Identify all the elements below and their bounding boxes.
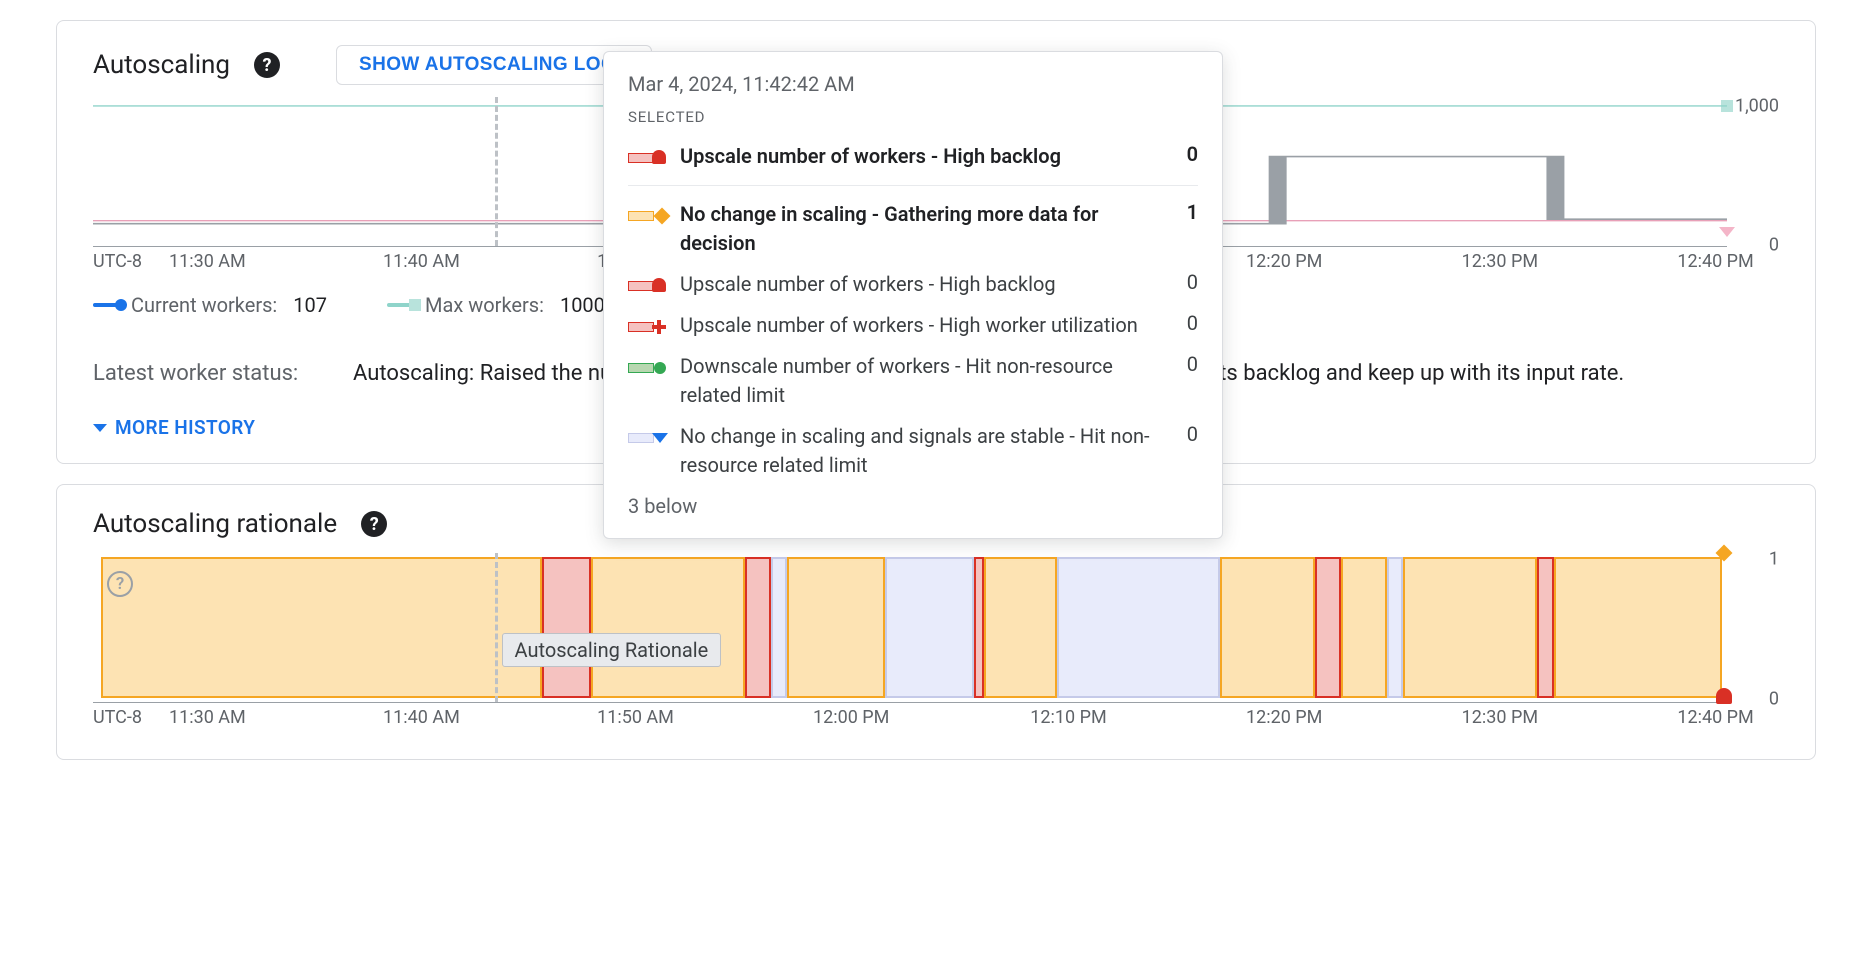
chart-cursor-line xyxy=(495,97,498,246)
popover-row-label: Downscale number of workers - Hit non-re… xyxy=(680,352,1162,410)
rationale-bar xyxy=(1341,557,1387,698)
help-icon[interactable]: ? xyxy=(361,511,387,537)
autoscaling-title: Autoscaling xyxy=(93,50,230,80)
rationale-chart[interactable]: 1 0 ?Autoscaling Rationale xyxy=(93,553,1727,703)
chart-tooltip-popover: Mar 4, 2024, 11:42:42 AM SELECTED Upscal… xyxy=(603,51,1223,539)
legend-current-workers: Current workers: 107 xyxy=(93,293,327,317)
rationale-bar xyxy=(771,557,787,698)
rationale-bar xyxy=(1537,557,1553,698)
status-key: Latest worker status: xyxy=(93,357,313,390)
popover-row-value: 0 xyxy=(1174,352,1198,376)
popover-row: Downscale number of workers - Hit non-re… xyxy=(628,346,1198,416)
rationale-bar xyxy=(1403,557,1537,698)
popover-row: Upscale number of workers - High worker … xyxy=(628,305,1198,346)
x-tick: 12:30 PM xyxy=(1462,707,1538,728)
popover-row-value: 0 xyxy=(1174,270,1198,294)
x-tick: 11:40 AM xyxy=(383,707,460,728)
popover-row-label: Upscale number of workers - High backlog xyxy=(680,270,1162,299)
popover-timestamp: Mar 4, 2024, 11:42:42 AM xyxy=(628,72,1198,96)
x-tick: 12:20 PM xyxy=(1246,251,1322,272)
x-tick: 12:40 PM xyxy=(1677,707,1753,728)
upscale-backlog-icon xyxy=(628,144,668,168)
bell-marker-icon xyxy=(1716,688,1732,704)
popover-row-value: 0 xyxy=(1174,422,1198,446)
popover-row-value: 0 xyxy=(1174,142,1198,166)
popover-footer: 3 below xyxy=(628,494,1198,518)
rationale-bar xyxy=(1387,557,1403,698)
x-tick: 11:40 AM xyxy=(383,251,460,272)
x-tick: 11:50 AM xyxy=(597,707,674,728)
rationale-bar xyxy=(1554,557,1722,698)
rationale-bar xyxy=(745,557,771,698)
y-min-label: 0 xyxy=(1769,234,1779,255)
popover-row-value: 0 xyxy=(1174,311,1198,335)
popover-row: Upscale number of workers - High backlog… xyxy=(628,264,1198,305)
popover-row-value: 1 xyxy=(1174,200,1198,224)
downscale-limit-icon xyxy=(628,354,668,378)
help-icon[interactable]: ? xyxy=(254,52,280,78)
x-tick: 12:30 PM xyxy=(1462,251,1538,272)
more-history-button[interactable]: MORE HISTORY xyxy=(93,416,255,439)
upscale-backlog-icon xyxy=(628,272,668,296)
upscale-utilization-icon xyxy=(628,313,668,337)
chart-cursor-line xyxy=(495,553,498,702)
rationale-bar xyxy=(787,557,885,698)
x-tick: 12:10 PM xyxy=(1030,707,1106,728)
rationale-bar xyxy=(542,557,591,698)
x-tick: 12:40 PM xyxy=(1677,251,1753,272)
rationale-bar xyxy=(984,557,1058,698)
x-tick: 11:30 AM xyxy=(169,251,246,272)
popover-divider xyxy=(628,185,1198,186)
popover-selected-label: SELECTED xyxy=(628,108,1198,126)
x-tick: 12:00 PM xyxy=(813,707,889,728)
popover-row: No change in scaling - Gathering more da… xyxy=(628,194,1198,264)
popover-row: Upscale number of workers - High backlog… xyxy=(628,136,1198,177)
popover-row-label: No change in scaling - Gathering more da… xyxy=(680,200,1162,258)
rationale-bar xyxy=(1315,557,1341,698)
no-change-gathering-icon xyxy=(628,202,668,226)
rationale-bar xyxy=(1220,557,1315,698)
x-tick: 12:20 PM xyxy=(1246,707,1322,728)
question-icon[interactable]: ? xyxy=(107,571,133,597)
rationale-bar xyxy=(101,557,542,698)
rationale-y-top-label: 1 xyxy=(1769,548,1779,569)
timezone-label: UTC-8 xyxy=(93,251,142,272)
no-change-stable-icon xyxy=(628,424,668,448)
legend-max-workers: Max workers: 1000 xyxy=(387,293,605,317)
popover-row-label: No change in scaling and signals are sta… xyxy=(680,422,1162,480)
autoscaling-card: Autoscaling ? SHOW AUTOSCALING LOGS 1,00… xyxy=(56,20,1816,464)
rationale-bar xyxy=(1057,557,1220,698)
x-tick: 11:30 AM xyxy=(169,707,246,728)
popover-row: No change in scaling and signals are sta… xyxy=(628,416,1198,486)
rationale-x-axis: UTC-8 11:30 AM 11:40 AM 11:50 AM 12:00 PM 12… xyxy=(93,707,1727,743)
rationale-title: Autoscaling rationale xyxy=(93,509,337,539)
timezone-label: UTC-8 xyxy=(93,707,142,728)
popover-row-label: Upscale number of workers - High worker … xyxy=(680,311,1162,340)
rationale-y-bot-label: 0 xyxy=(1769,689,1779,710)
y-max-label: 1,000 xyxy=(1735,95,1779,116)
rationale-tag: Autoscaling Rationale xyxy=(502,633,722,667)
rationale-bar xyxy=(591,557,745,698)
rationale-bar xyxy=(885,557,973,698)
chevron-down-icon xyxy=(93,424,107,432)
popover-row-label: Upscale number of workers - High backlog xyxy=(680,142,1162,171)
rationale-bar xyxy=(974,557,984,698)
